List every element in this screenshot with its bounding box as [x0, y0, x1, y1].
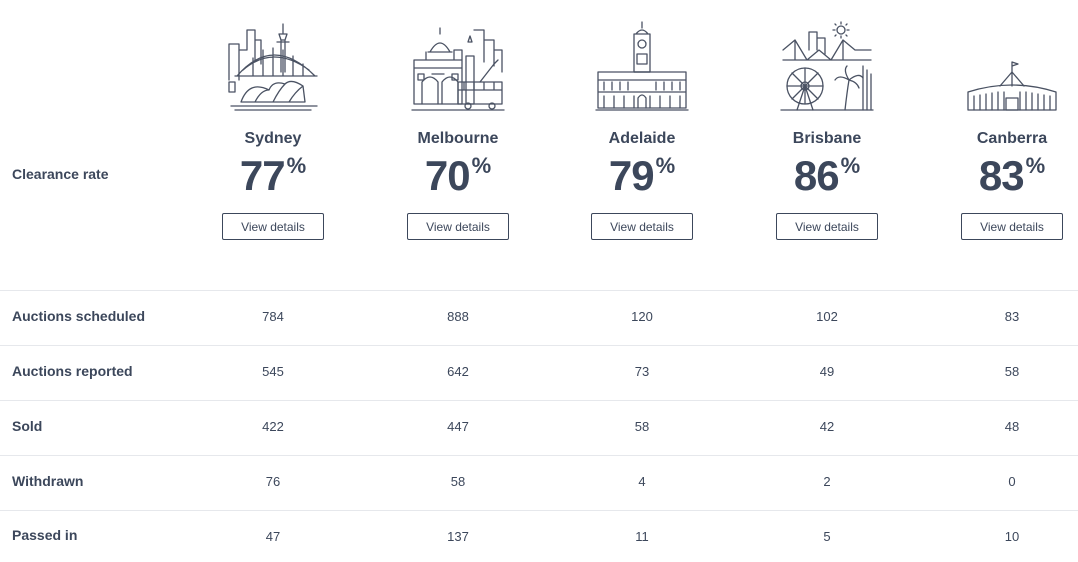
row-divider [0, 400, 180, 401]
view-details-button-canberra[interactable]: View details [961, 213, 1063, 240]
view-details-button-sydney[interactable]: View details [222, 213, 324, 240]
row-divider [180, 290, 1078, 291]
cell-adelaide-auctions-reported: 73 [634, 364, 650, 379]
city-column-melbourne: Melbourne 70% View details [365, 0, 551, 240]
row-divider [180, 455, 1078, 456]
cell-sydney-auctions-scheduled: 784 [262, 309, 284, 324]
cell-brisbane-passed-in: 5 [823, 529, 831, 544]
cell-canberra-passed-in: 10 [1004, 529, 1020, 544]
city-name: Canberra [976, 130, 1048, 147]
row-divider [0, 345, 180, 346]
city-column-sydney: Sydney 77% View details [180, 0, 366, 240]
view-details-button-adelaide[interactable]: View details [591, 213, 693, 240]
cell-melbourne-withdrawn: 58 [450, 474, 466, 489]
row-label-withdrawn: Withdrawn [12, 473, 84, 489]
percent-sign: % [471, 153, 492, 178]
cell-melbourne-auctions-scheduled: 888 [447, 309, 469, 324]
clearance-rate-number: 77 [239, 152, 286, 199]
percent-sign: % [1025, 153, 1046, 178]
row-label-sold: Sold [12, 418, 43, 434]
view-details-button-melbourne[interactable]: View details [407, 213, 509, 240]
adelaide-town-hall-icon [595, 21, 689, 111]
city-name: Melbourne [417, 130, 499, 147]
city-column-brisbane: Brisbane 86% View details [734, 0, 920, 240]
story-bridge-ferris-wheel-icon [780, 21, 874, 111]
row-label-clearance-rate: Clearance rate [12, 166, 109, 182]
cell-sydney-passed-in: 47 [265, 529, 281, 544]
cell-canberra-auctions-scheduled: 83 [1004, 309, 1020, 324]
flinders-street-station-tram-icon [411, 27, 505, 111]
city-column-canberra: Canberra 83% View details [919, 0, 1078, 240]
percent-sign: % [286, 153, 307, 178]
cell-brisbane-auctions-scheduled: 102 [816, 309, 838, 324]
row-label-auctions-scheduled: Auctions scheduled [12, 308, 146, 324]
row-divider [0, 290, 180, 291]
cell-canberra-withdrawn: 0 [1008, 474, 1016, 489]
clearance-rate-value: 86% [734, 151, 920, 201]
city-name: Adelaide [608, 130, 676, 147]
city-column-adelaide: Adelaide 79% View details [549, 0, 735, 240]
clearance-rate-number: 70 [424, 152, 471, 199]
cell-sydney-sold: 422 [262, 419, 284, 434]
clearance-rate-number: 79 [608, 152, 655, 199]
clearance-rate-number: 86 [793, 152, 840, 199]
sydney-harbour-bridge-opera-house-icon [228, 23, 318, 111]
row-divider [180, 345, 1078, 346]
parliament-house-icon [967, 61, 1057, 111]
clearance-rate-value: 83% [919, 151, 1078, 201]
percent-sign: % [840, 153, 861, 178]
cell-melbourne-sold: 447 [447, 419, 469, 434]
row-divider [180, 510, 1078, 511]
cell-adelaide-withdrawn: 4 [638, 474, 646, 489]
percent-sign: % [655, 153, 676, 178]
clearance-rate-value: 70% [365, 151, 551, 201]
view-details-button-brisbane[interactable]: View details [776, 213, 878, 240]
cell-brisbane-sold: 42 [819, 419, 835, 434]
row-label-passed-in: Passed in [12, 527, 78, 543]
cell-sydney-auctions-reported: 545 [262, 364, 284, 379]
cell-canberra-auctions-reported: 58 [1004, 364, 1020, 379]
cell-adelaide-auctions-scheduled: 120 [631, 309, 653, 324]
cell-melbourne-auctions-reported: 642 [447, 364, 469, 379]
clearance-rate-value: 79% [549, 151, 735, 201]
cell-adelaide-passed-in: 11 [635, 529, 649, 544]
cell-canberra-sold: 48 [1004, 419, 1020, 434]
clearance-rate-number: 83 [978, 152, 1025, 199]
cell-brisbane-withdrawn: 2 [823, 474, 831, 489]
row-divider [0, 510, 180, 511]
cell-brisbane-auctions-reported: 49 [819, 364, 835, 379]
clearance-rate-value: 77% [180, 151, 366, 201]
row-label-auctions-reported: Auctions reported [12, 363, 133, 379]
row-divider [180, 400, 1078, 401]
row-divider [0, 455, 180, 456]
cell-sydney-withdrawn: 76 [265, 474, 281, 489]
cell-melbourne-passed-in: 137 [447, 529, 469, 544]
city-name: Brisbane [792, 130, 862, 147]
cell-adelaide-sold: 58 [634, 419, 650, 434]
city-name: Sydney [244, 130, 302, 147]
